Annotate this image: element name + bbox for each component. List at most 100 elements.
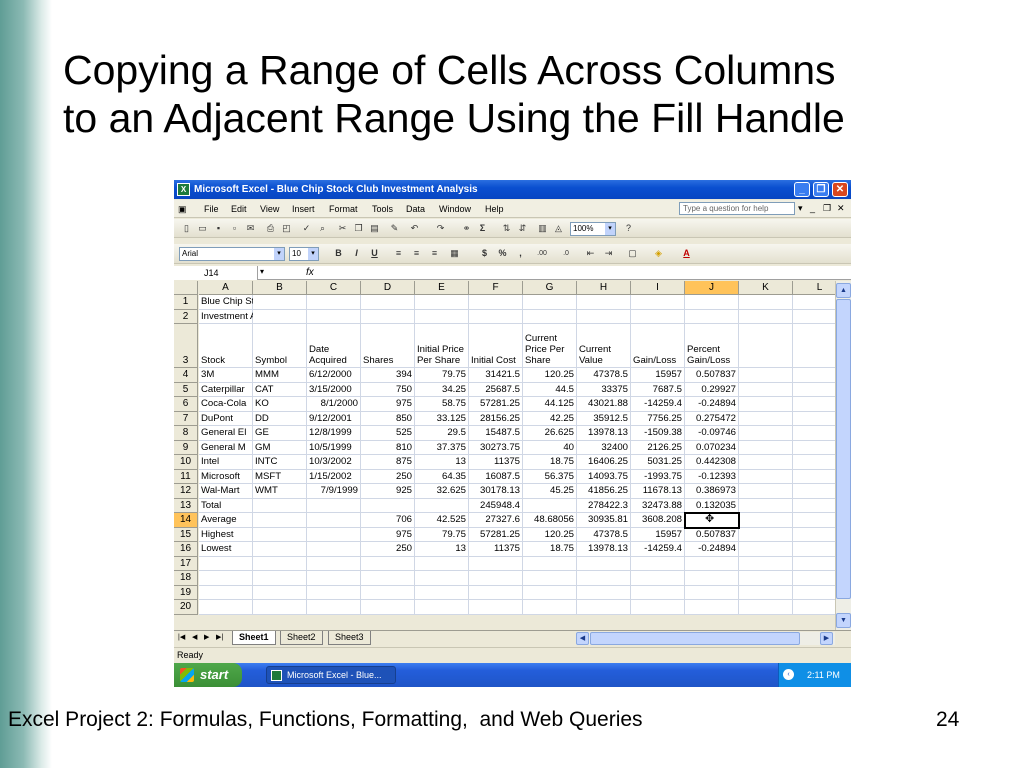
cell-k20[interactable]: [739, 600, 793, 615]
row-header-7[interactable]: 7: [174, 411, 198, 426]
cell-e2[interactable]: [415, 309, 469, 324]
ask-dropdown-icon[interactable]: ▾: [798, 203, 803, 213]
cell-a19[interactable]: [199, 585, 253, 600]
cell-j9[interactable]: 0.070234: [685, 440, 739, 455]
cell-g10[interactable]: 18.75: [523, 455, 577, 470]
cell-e11[interactable]: 64.35: [415, 469, 469, 484]
cell-g12[interactable]: 45.25: [523, 484, 577, 499]
cell-k16[interactable]: [739, 542, 793, 557]
cell-b17[interactable]: [253, 556, 307, 571]
chevron-down-icon[interactable]: ▾: [274, 248, 284, 260]
cell-a16[interactable]: Lowest: [199, 542, 253, 557]
cell-h17[interactable]: [577, 556, 631, 571]
cell-c1[interactable]: [307, 295, 361, 310]
cell-k9[interactable]: [739, 440, 793, 455]
scroll-left-icon[interactable]: ◀: [576, 632, 589, 645]
cell-h18[interactable]: [577, 571, 631, 586]
start-button[interactable]: start: [174, 663, 242, 687]
font-color-icon[interactable]: A: [683, 248, 690, 258]
research-icon[interactable]: ⌕: [319, 223, 326, 233]
cell-d14[interactable]: 706: [361, 513, 415, 528]
cell-c16[interactable]: [307, 542, 361, 557]
cell-h13[interactable]: 278422.3: [577, 498, 631, 513]
cell-b4[interactable]: MMM: [253, 368, 307, 383]
cell-i5[interactable]: 7687.5: [631, 382, 685, 397]
row-header-15[interactable]: 15: [174, 527, 198, 542]
cell-b3[interactable]: Symbol: [253, 324, 307, 368]
cell-j6[interactable]: -0.24894: [685, 397, 739, 412]
workbook-icon[interactable]: ▣: [178, 204, 187, 214]
cell-f2[interactable]: [469, 309, 523, 324]
cell-j17[interactable]: [685, 556, 739, 571]
row-header-8[interactable]: 8: [174, 426, 198, 441]
currency-button[interactable]: $: [481, 248, 487, 258]
cell-b12[interactable]: WMT: [253, 484, 307, 499]
cell-j8[interactable]: -0.09746: [685, 426, 739, 441]
cell-d2[interactable]: [361, 309, 415, 324]
cell-k7[interactable]: [739, 411, 793, 426]
cell-e10[interactable]: 13: [415, 455, 469, 470]
bold-button[interactable]: B: [335, 248, 342, 258]
prev-sheet-icon[interactable]: ◀: [192, 634, 198, 641]
cell-b14[interactable]: [253, 513, 307, 528]
cell-c14[interactable]: [307, 513, 361, 528]
cell-d15[interactable]: 975: [361, 527, 415, 542]
scroll-down-icon[interactable]: ▼: [836, 613, 851, 628]
cell-h11[interactable]: 14093.75: [577, 469, 631, 484]
row-header-13[interactable]: 13: [174, 498, 198, 513]
cell-i12[interactable]: 11678.13: [631, 484, 685, 499]
doc-close-icon[interactable]: ✕: [837, 203, 845, 213]
cell-h9[interactable]: 32400: [577, 440, 631, 455]
cell-d11[interactable]: 250: [361, 469, 415, 484]
last-sheet-icon[interactable]: ▶|: [216, 634, 224, 641]
align-left-icon[interactable]: ≡: [395, 248, 402, 258]
cell-h12[interactable]: 41856.25: [577, 484, 631, 499]
cell-c15[interactable]: [307, 527, 361, 542]
row-header-19[interactable]: 19: [174, 585, 198, 600]
zoom-select[interactable]: 100% ▾: [570, 222, 616, 236]
ask-question-input[interactable]: Type a question for help: [679, 202, 795, 215]
cell-g5[interactable]: 44.5: [523, 382, 577, 397]
cell-d20[interactable]: [361, 600, 415, 615]
cell-k5[interactable]: [739, 382, 793, 397]
minimize-icon[interactable]: _: [794, 182, 810, 197]
cell-b7[interactable]: DD: [253, 411, 307, 426]
help-icon[interactable]: ?: [625, 223, 631, 233]
cell-k8[interactable]: [739, 426, 793, 441]
first-sheet-icon[interactable]: |◀: [178, 634, 186, 641]
cell-a3[interactable]: Stock: [199, 324, 253, 368]
cell-c12[interactable]: 7/9/1999: [307, 484, 361, 499]
cell-f1[interactable]: [469, 295, 523, 310]
cell-a17[interactable]: [199, 556, 253, 571]
menu-view[interactable]: View: [260, 204, 280, 214]
print-preview-icon[interactable]: ◰: [282, 223, 291, 233]
row-header-5[interactable]: 5: [174, 382, 198, 397]
cell-d5[interactable]: 750: [361, 382, 415, 397]
cell-g15[interactable]: 120.25: [523, 527, 577, 542]
cell-c4[interactable]: 6/12/2000: [307, 368, 361, 383]
menu-insert[interactable]: Insert: [292, 204, 315, 214]
cell-g14[interactable]: 48.68056: [523, 513, 577, 528]
cell-i16[interactable]: -14259.4: [631, 542, 685, 557]
cell-g18[interactable]: [523, 571, 577, 586]
cell-i15[interactable]: 15957: [631, 527, 685, 542]
name-box-dropdown-icon[interactable]: ▾: [260, 267, 265, 276]
cell-a9[interactable]: General M: [199, 440, 253, 455]
cell-f14[interactable]: 27327.6: [469, 513, 523, 528]
cell-a18[interactable]: [199, 571, 253, 586]
cell-f19[interactable]: [469, 585, 523, 600]
vertical-scroll-thumb[interactable]: [836, 299, 851, 599]
cell-f3[interactable]: Initial Cost: [469, 324, 523, 368]
column-header-d[interactable]: D: [361, 281, 415, 295]
cell-d18[interactable]: [361, 571, 415, 586]
cell-f7[interactable]: 28156.25: [469, 411, 523, 426]
cell-b1[interactable]: [253, 295, 307, 310]
cell-e7[interactable]: 33.125: [415, 411, 469, 426]
menu-window[interactable]: Window: [439, 204, 472, 214]
menu-data[interactable]: Data: [406, 204, 426, 214]
row-header-4[interactable]: 4: [174, 368, 198, 383]
cell-i6[interactable]: -14259.4: [631, 397, 685, 412]
menu-edit[interactable]: Edit: [231, 204, 247, 214]
cell-h2[interactable]: [577, 309, 631, 324]
cell-c3[interactable]: Date Acquired: [307, 324, 361, 368]
